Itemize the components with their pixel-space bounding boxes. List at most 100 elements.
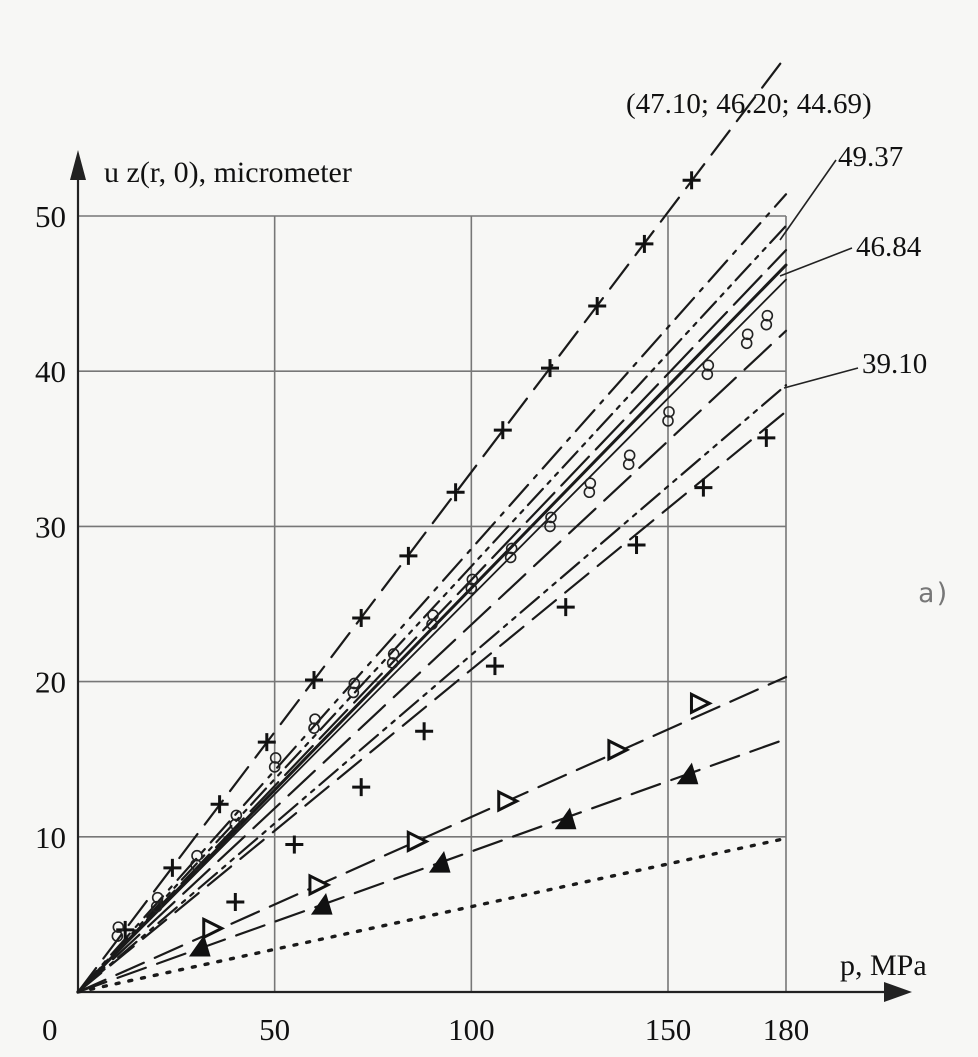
axes <box>70 150 912 1002</box>
cross-marker <box>556 598 575 617</box>
circle-marker <box>426 618 438 630</box>
cross-marker <box>305 671 323 690</box>
panel-label: a) <box>918 578 951 609</box>
series-line-dotted <box>76 836 788 994</box>
circle-marker <box>505 542 518 555</box>
annotation-leaders <box>779 159 859 389</box>
circle-marker <box>348 677 361 690</box>
series-line-dash-open-triangle <box>76 675 788 994</box>
cross-marker <box>352 608 371 627</box>
circle-marker <box>465 582 478 595</box>
circle-marker <box>701 368 714 381</box>
x-tick-label: 150 <box>645 1012 692 1047</box>
circle-marker <box>623 449 636 462</box>
series-line-dash-dot-dot-2 <box>76 384 788 994</box>
origin-label: 0 <box>42 1012 58 1047</box>
circle-marker <box>150 900 163 913</box>
circle-marker <box>663 406 675 418</box>
circle-marker <box>347 686 360 699</box>
open-triangle-marker <box>308 873 332 897</box>
annotation-46-84: 46.84 <box>856 231 922 263</box>
tick-labels: 50 100 150 180 10 20 30 40 50 <box>35 199 809 1047</box>
cross-marker <box>588 297 607 316</box>
circle-marker <box>466 573 479 586</box>
cross-marker <box>163 858 182 877</box>
y-axis-arrow <box>70 150 86 180</box>
circle-marker <box>504 551 517 564</box>
open-triangle-marker <box>689 691 713 715</box>
x-tick-label: 180 <box>763 1012 810 1047</box>
circle-marker <box>662 415 674 427</box>
x-axis-label: p, MPa <box>840 949 927 982</box>
leader-49-37 <box>779 159 837 241</box>
cross-marker <box>446 483 465 502</box>
cross-marker <box>210 795 229 814</box>
circle-marker <box>584 477 597 490</box>
cross-marker <box>485 657 504 676</box>
y-tick-label: 30 <box>35 509 66 544</box>
open-triangle-marker <box>202 916 226 940</box>
circle-marker <box>269 752 282 764</box>
filled-triangle-marker <box>676 762 699 785</box>
annotation-triple: (47.10; 46.20; 44.69) <box>626 88 872 120</box>
circle-marker <box>190 858 202 871</box>
cross-marker <box>352 778 371 797</box>
cross-marker <box>541 359 559 378</box>
circle-marker <box>111 930 124 942</box>
circle-marker <box>544 520 556 533</box>
cross-marker <box>415 722 434 741</box>
x-axis-arrow <box>884 982 912 1002</box>
y-tick-label: 50 <box>35 199 66 234</box>
circle-marker <box>387 648 400 660</box>
y-tick-label: 40 <box>35 354 66 389</box>
series-line-dash-cross <box>76 55 788 994</box>
circle-marker <box>427 609 439 621</box>
cross-marker <box>226 892 245 911</box>
cross-marker <box>627 536 646 555</box>
circle-marker <box>583 486 596 499</box>
cross-marker <box>694 478 713 497</box>
circle-marker <box>112 921 125 933</box>
open-triangle-marker <box>497 789 521 813</box>
cross-marker <box>285 835 304 854</box>
circle-marker <box>761 309 774 322</box>
circle-marker <box>702 359 715 372</box>
circle-marker <box>191 849 203 862</box>
circle-marker <box>309 713 321 725</box>
circle-marker <box>760 318 773 331</box>
filled-triangle-marker <box>554 807 577 830</box>
series-line-dash-cross-2 <box>76 410 788 994</box>
cross-marker <box>399 546 418 565</box>
circle-marker <box>151 891 164 904</box>
cross-marker <box>682 171 701 190</box>
x-tick-label: 100 <box>448 1012 495 1047</box>
circle-marker <box>386 657 399 669</box>
circle-marker <box>308 722 320 734</box>
cross-marker <box>116 920 135 939</box>
markers-group <box>111 171 776 957</box>
circle-marker <box>622 458 635 471</box>
y-tick-label: 10 <box>35 820 66 855</box>
series-line-long-dash-2 <box>76 329 788 994</box>
circle-marker <box>230 809 243 822</box>
y-axis-label: u z(r, 0), micrometer <box>104 156 352 189</box>
cross-marker <box>635 234 654 253</box>
annotation-49-37: 49.37 <box>838 141 903 173</box>
cross-marker <box>757 428 776 447</box>
open-triangle-marker <box>607 738 631 762</box>
circle-marker <box>740 337 753 350</box>
circle-marker <box>268 761 281 773</box>
leader-46-84 <box>779 247 853 277</box>
circle-marker <box>741 328 754 341</box>
circle-marker <box>545 511 557 524</box>
series-line-long-dash <box>76 249 788 994</box>
annotation-39-10: 39.10 <box>862 348 927 380</box>
series-line-dash-dot-dot <box>76 224 788 994</box>
filled-triangle-marker <box>428 851 451 873</box>
series-group <box>76 55 788 994</box>
series-line-dash-filled-triangle <box>76 737 788 994</box>
filled-triangle-marker <box>188 934 211 957</box>
circle-marker <box>229 818 242 831</box>
open-triangle-marker <box>406 830 430 853</box>
